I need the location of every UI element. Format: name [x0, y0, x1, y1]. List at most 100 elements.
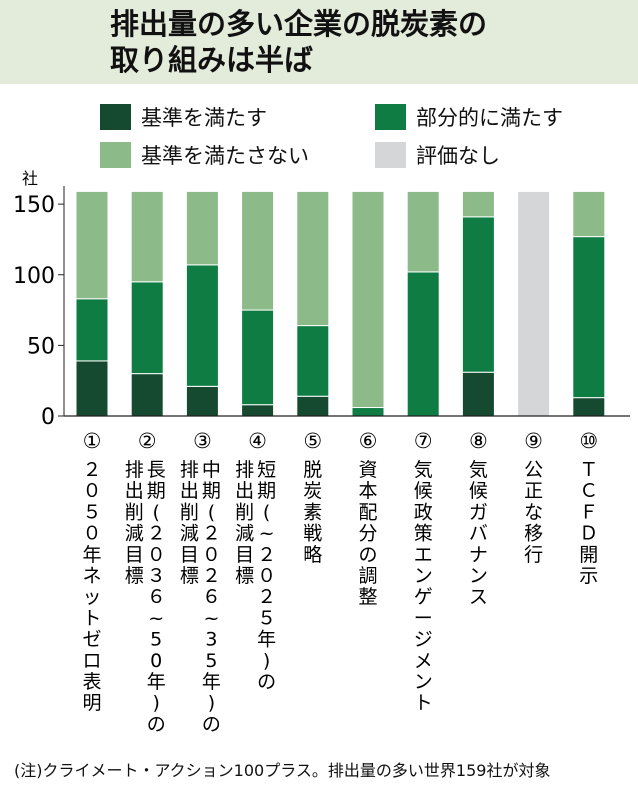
chart-title-line-2: 取り組みは半ば	[110, 43, 314, 77]
category-char: 標	[180, 565, 199, 587]
bar-5-series-2	[296, 325, 330, 397]
category-text-1-1: ２０５０年ネットゼロ表明	[82, 459, 101, 714]
category-char: ン	[469, 565, 488, 587]
category-number-9: ⑨	[524, 429, 543, 453]
bar-10-series-3	[572, 190, 606, 238]
category-char: ５	[82, 501, 101, 523]
category-char: 期	[202, 480, 221, 502]
category-char: ０	[257, 565, 276, 587]
category-label-9: ⑨ 公正な移行	[524, 429, 543, 566]
category-char: ネ	[82, 565, 101, 587]
category-number-3: ③	[193, 429, 212, 453]
category-text-5-1: 脱炭素戦略	[303, 459, 322, 566]
category-char: メ	[414, 650, 433, 672]
category-char: 0	[150, 650, 162, 672]
category-char: 出	[180, 480, 199, 502]
category-char: 期	[147, 480, 166, 502]
category-char: 標	[125, 565, 144, 587]
y-tick-label-150: 150	[13, 193, 55, 218]
footnote: (注)クライメート・アクション100プラス。排出量の多い世界159社が対象	[14, 761, 551, 780]
category-char: 5	[205, 650, 217, 672]
bar-2-series-3	[130, 190, 164, 283]
bar-1-series-1	[75, 360, 109, 417]
category-char: Ｔ	[579, 459, 598, 481]
category-text-7-1: 気候政策エンゲージメント	[414, 459, 433, 714]
bar-6-series-2	[351, 407, 385, 417]
category-char: 分	[358, 523, 377, 545]
category-text-2-2: 排出削減目標	[125, 459, 144, 587]
category-label-10: ⑩ ＴＣＦＤ開示	[579, 429, 598, 587]
category-char: 炭	[303, 480, 322, 502]
category-char: ン	[414, 565, 433, 587]
bar-9-series-4	[517, 190, 551, 417]
bar-10-series-1	[572, 397, 606, 417]
category-char: 明	[82, 692, 101, 714]
category-char: 本	[358, 480, 377, 502]
category-char: 気	[414, 459, 433, 481]
category-char: ナ	[469, 544, 488, 566]
category-char: 目	[125, 544, 144, 566]
category-number-10: ⑩	[579, 429, 598, 453]
category-char: (	[152, 501, 159, 523]
bar-8-series-3	[461, 190, 495, 218]
category-char: 削	[235, 501, 254, 523]
category-char: 減	[180, 523, 199, 545]
legend-item-partial: 部分的に満たす	[375, 102, 563, 132]
bar-3-series-3	[185, 190, 219, 266]
bar-1-series-3	[75, 190, 109, 300]
category-char: の	[202, 713, 221, 735]
category-text-3-2: 排出削減目標	[180, 459, 199, 587]
category-char: ０	[82, 480, 101, 502]
category-char: ６	[202, 586, 221, 608]
category-char: ２	[82, 459, 101, 481]
category-char: 減	[235, 523, 254, 545]
category-char: の	[257, 671, 276, 693]
category-char: ン	[414, 671, 433, 693]
category-char: ロ	[82, 650, 101, 672]
category-char: Ｃ	[579, 480, 598, 502]
legend-label-none: 評価なし	[416, 144, 500, 168]
category-char: ト	[414, 692, 433, 714]
category-text-9-1: 公正な移行	[524, 459, 543, 566]
category-char: ~	[259, 523, 275, 545]
legend-item-none: 評価なし	[375, 140, 500, 170]
category-char: 排	[180, 459, 199, 481]
category-char: 削	[125, 501, 144, 523]
category-number-2: ②	[138, 429, 157, 453]
category-char: ス	[469, 586, 488, 608]
category-char: (	[208, 501, 215, 523]
chart-title-line-1: 排出量の多い企業の脱炭素の	[110, 7, 488, 41]
category-char: 出	[235, 480, 254, 502]
category-char: ゼ	[82, 629, 101, 651]
category-char: Ｆ	[579, 501, 598, 523]
bar-4-series-1	[241, 404, 275, 417]
bar-10-series-2	[572, 236, 606, 399]
category-char: の	[358, 544, 377, 566]
bar-4-series-2	[241, 309, 275, 406]
category-char: 年	[147, 671, 166, 693]
category-char: 候	[469, 480, 488, 502]
category-char: 出	[125, 480, 144, 502]
category-char: 整	[358, 586, 377, 608]
category-char: 気	[469, 459, 488, 481]
category-char: ~	[203, 607, 219, 629]
category-char: 略	[303, 544, 322, 566]
category-char: 中	[202, 459, 221, 481]
category-char: ２	[202, 523, 221, 545]
category-number-4: ④	[248, 429, 267, 453]
category-char: 排	[125, 459, 144, 481]
bar-8-series-2	[461, 216, 495, 373]
category-label-8: ⑧ 気候ガバナンス	[469, 429, 488, 608]
category-label-6: ⑥ 資本配分の調整	[358, 429, 377, 608]
category-text-3-1: 中期(２０２６~ 3 5 年)の	[202, 459, 221, 735]
category-char: 開	[579, 544, 598, 566]
legend-swatch-partial	[375, 104, 406, 130]
category-char: 移	[524, 523, 543, 545]
bar-5-series-1	[296, 395, 330, 417]
category-char: 3	[205, 629, 217, 651]
category-char: ト	[82, 607, 101, 629]
category-char: )	[208, 692, 215, 714]
